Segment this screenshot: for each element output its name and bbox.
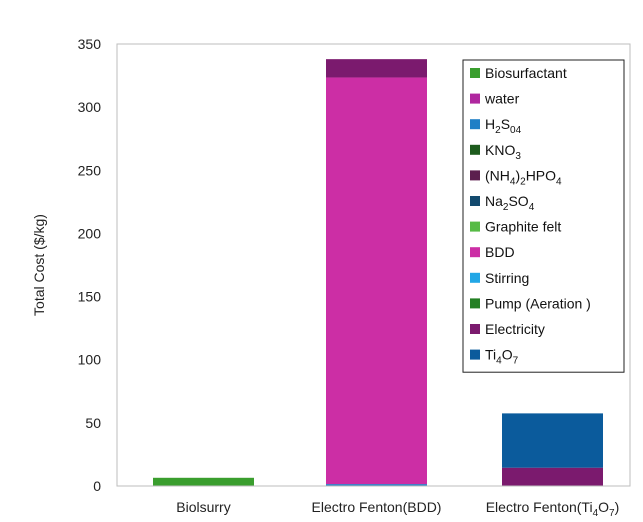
legend-label: Na2​SO4​ — [485, 193, 535, 213]
x-tick-label: Electro Fenton(BDD) — [312, 499, 442, 515]
x-axis: Biolsurry Electro Fenton(BDD) Electro Fent… — [176, 499, 619, 519]
y-tick-label: 150 — [78, 289, 102, 305]
y-tick-label: 200 — [78, 225, 102, 241]
legend-swatch — [470, 68, 480, 78]
bar-segment — [326, 77, 427, 485]
legend-label: Stirring — [485, 270, 529, 286]
y-tick-label: 250 — [78, 162, 102, 178]
legend-label: KNO3​ — [485, 142, 521, 162]
legend-swatch — [470, 93, 480, 104]
legend-swatch — [470, 298, 480, 309]
y-tick-label: 50 — [85, 415, 101, 431]
legend: Biosurfactant water H2​S04​ KNO3​ (NH4​)2​HP… — [462, 59, 625, 373]
legend-swatch — [470, 221, 480, 232]
x-tick-label: Electro Fenton(Ti4​O7​) — [486, 499, 620, 519]
x-tick-label: Biolsurry — [176, 499, 230, 515]
legend-label: Biosurfactant — [485, 65, 567, 81]
legend-swatch — [470, 196, 480, 206]
legend-label: (NH4​)2​HPO4​ — [485, 167, 562, 187]
legend-swatch — [470, 349, 480, 360]
y-axis: 0 50 100 150 200 250 300 350 — [78, 36, 102, 494]
legend-swatch — [470, 119, 480, 130]
y-tick-label: 0 — [93, 478, 101, 494]
legend-label: H2​S04​ — [485, 116, 522, 136]
legend-swatch — [470, 247, 480, 258]
bar-segment — [326, 59, 427, 78]
y-tick-label: 350 — [78, 36, 102, 52]
legend-box — [462, 59, 625, 373]
legend-swatch — [470, 144, 480, 155]
bar-segment — [502, 467, 603, 486]
plot-area-border — [116, 43, 631, 487]
bar-segment — [153, 477, 254, 486]
legend-label: water — [484, 91, 520, 107]
y-axis-title: Total Cost ($/kg) — [31, 214, 47, 316]
legend-swatch — [470, 272, 480, 283]
bar-segment — [502, 413, 603, 468]
legend-label: Electricity — [485, 321, 545, 337]
legend-label: Pump (Aeration ) — [485, 295, 591, 311]
legend-swatch — [470, 170, 480, 181]
bar-segment — [326, 484, 427, 486]
y-tick-label: 100 — [78, 352, 102, 368]
legend-label: BDD — [485, 244, 515, 260]
legend-label: Graphite felt — [485, 219, 561, 235]
legend-swatch — [470, 324, 480, 334]
bars-group — [153, 59, 603, 486]
legend-label: Ti4​O7​ — [485, 347, 519, 367]
y-tick-label: 300 — [78, 99, 102, 115]
